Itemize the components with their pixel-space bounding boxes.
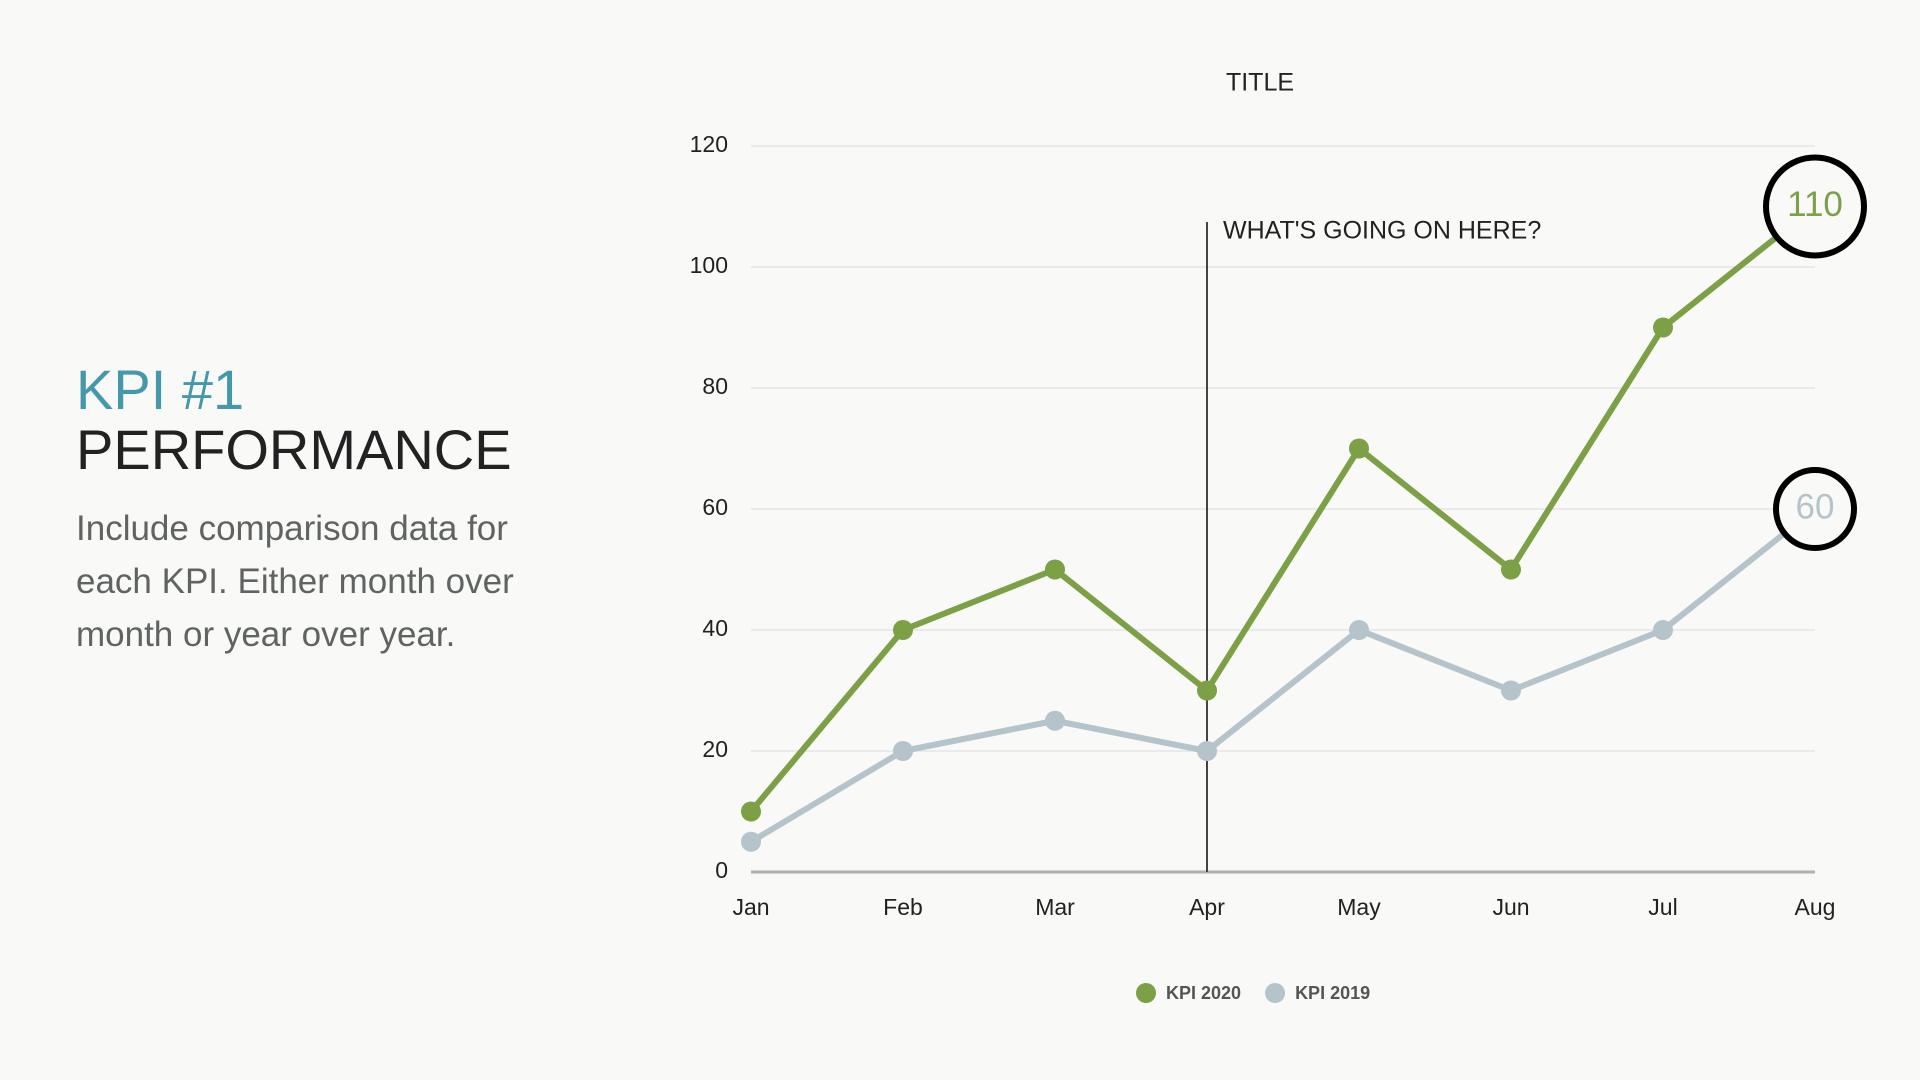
data-point — [1197, 741, 1217, 761]
x-tick-label: May — [1337, 894, 1381, 920]
kpi-body: Include comparison data for each KPI. Ei… — [76, 509, 514, 654]
legend-marker — [1136, 983, 1156, 1003]
kpi-panel: KPI #1 PERFORMANCE Include comparison da… — [76, 360, 526, 661]
y-tick-label: 100 — [690, 252, 728, 278]
highlight-ring — [1763, 154, 1867, 259]
data-label: 110 — [1787, 185, 1843, 224]
x-tick-label: Mar — [1035, 894, 1075, 920]
highlight-ring — [1773, 467, 1857, 551]
data-point — [1501, 680, 1521, 701]
y-tick-label: 0 — [715, 857, 728, 883]
legend-label: KPI 2019 — [1295, 983, 1370, 1003]
data-point — [741, 831, 761, 852]
data-point — [1045, 559, 1065, 580]
data-point — [1197, 680, 1217, 701]
y-tick-label: 120 — [690, 131, 728, 157]
data-point — [741, 801, 761, 822]
data-point — [1349, 438, 1369, 459]
series-line — [749, 506, 1817, 845]
data-point — [1349, 620, 1369, 640]
x-tick-label: Jul — [1648, 894, 1677, 920]
data-point — [1045, 710, 1065, 731]
x-tick-label: Feb — [883, 894, 923, 920]
data-label: 60 — [1796, 487, 1835, 526]
x-tick-label: Aug — [1795, 894, 1836, 920]
legend-marker — [1265, 983, 1286, 1003]
x-tick-label: Jan — [732, 894, 769, 920]
data-point — [1653, 620, 1673, 640]
y-tick-label: 20 — [702, 736, 728, 762]
x-tick-label: Apr — [1189, 894, 1225, 920]
data-point — [1653, 317, 1673, 338]
y-tick-label: 80 — [702, 373, 728, 399]
chart-title: TITLE — [1226, 69, 1294, 97]
legend-label: KPI 2020 — [1166, 983, 1241, 1003]
annotation-text: WHAT'S GOING ON HERE? — [1223, 217, 1541, 245]
kpi-heading: KPI #1 — [76, 358, 245, 421]
kpi-subheading: PERFORMANCE — [76, 418, 512, 481]
data-point — [1501, 559, 1521, 580]
data-point — [893, 620, 913, 640]
data-point — [893, 741, 913, 761]
y-tick-label: 60 — [702, 494, 728, 520]
x-tick-label: Jun — [1492, 894, 1529, 920]
series-line — [748, 204, 1817, 814]
y-tick-label: 40 — [702, 615, 728, 641]
